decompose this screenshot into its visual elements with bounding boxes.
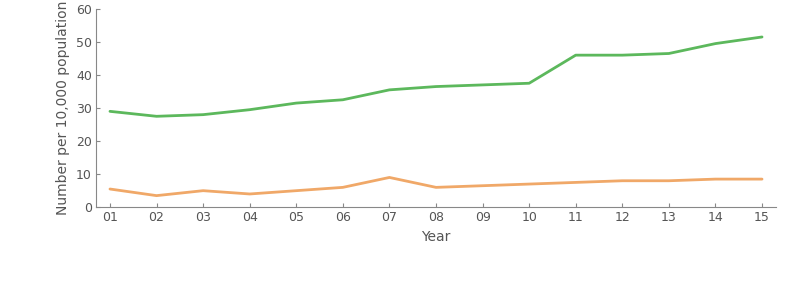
Enrolments bbox=[571, 53, 581, 57]
Completions bbox=[198, 189, 208, 192]
Enrolments bbox=[385, 88, 394, 92]
Completions bbox=[664, 179, 674, 183]
Enrolments bbox=[291, 101, 301, 105]
Enrolments bbox=[710, 42, 720, 45]
Completions bbox=[524, 182, 534, 186]
Completions bbox=[385, 176, 394, 179]
Completions bbox=[571, 181, 581, 184]
Enrolments bbox=[758, 35, 767, 39]
Enrolments bbox=[431, 85, 441, 88]
Enrolments bbox=[524, 81, 534, 85]
Line: Completions: Completions bbox=[110, 177, 762, 196]
Enrolments bbox=[245, 108, 254, 112]
Completions bbox=[478, 184, 487, 187]
Enrolments bbox=[105, 110, 114, 113]
Enrolments bbox=[664, 52, 674, 55]
Completions bbox=[758, 177, 767, 181]
Enrolments bbox=[338, 98, 348, 102]
Completions bbox=[710, 177, 720, 181]
Completions bbox=[291, 189, 301, 192]
X-axis label: Year: Year bbox=[422, 230, 450, 244]
Y-axis label: Number per 10,000 population: Number per 10,000 population bbox=[56, 1, 70, 215]
Completions bbox=[105, 187, 114, 191]
Completions bbox=[338, 186, 348, 189]
Completions bbox=[152, 194, 162, 197]
Enrolments bbox=[152, 115, 162, 118]
Enrolments bbox=[618, 53, 627, 57]
Completions bbox=[245, 192, 254, 196]
Line: Enrolments: Enrolments bbox=[110, 37, 762, 116]
Enrolments bbox=[478, 83, 487, 87]
Completions bbox=[431, 186, 441, 189]
Enrolments bbox=[198, 113, 208, 116]
Completions bbox=[618, 179, 627, 183]
